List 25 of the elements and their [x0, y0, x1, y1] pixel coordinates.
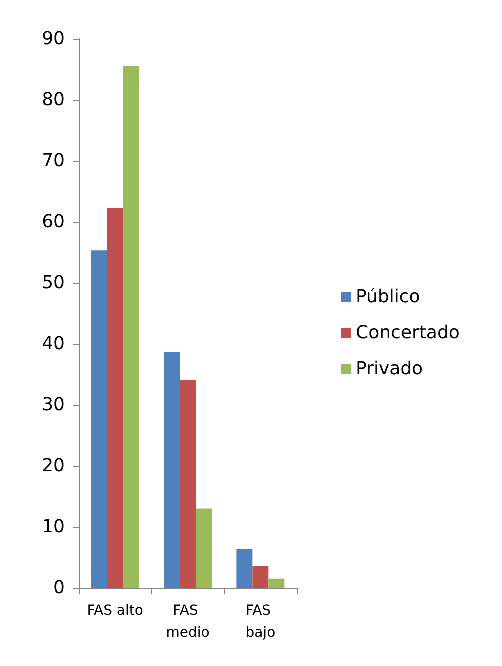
bar [180, 380, 196, 588]
y-tick-label: 60 [42, 212, 65, 232]
bar [123, 66, 140, 588]
bar [252, 566, 269, 588]
y-tick-label: 10 [42, 516, 65, 538]
bar [91, 250, 108, 588]
y-tick-label: 40 [42, 334, 65, 354]
y-tick-label: 50 [42, 272, 65, 294]
legend-label: Concertado [356, 322, 460, 344]
legend-label: Privado [356, 358, 424, 380]
bar [164, 352, 180, 588]
y-tick-label: 90 [42, 28, 65, 50]
legend-label: Público [356, 286, 420, 308]
bar [196, 508, 212, 588]
y-tick-label: 0 [54, 578, 65, 598]
x-tick-label: FAS medio [166, 603, 210, 641]
bar [236, 548, 253, 588]
bar [268, 578, 285, 588]
y-tick-label: 80 [42, 90, 65, 110]
x-tick-label: FAS bajo [246, 603, 276, 641]
x-tick-label: FAS alto [87, 603, 144, 619]
y-tick-label: 20 [42, 456, 65, 476]
y-tick-label: 70 [42, 150, 65, 172]
bar [107, 208, 124, 588]
y-tick-label: 30 [42, 394, 65, 416]
